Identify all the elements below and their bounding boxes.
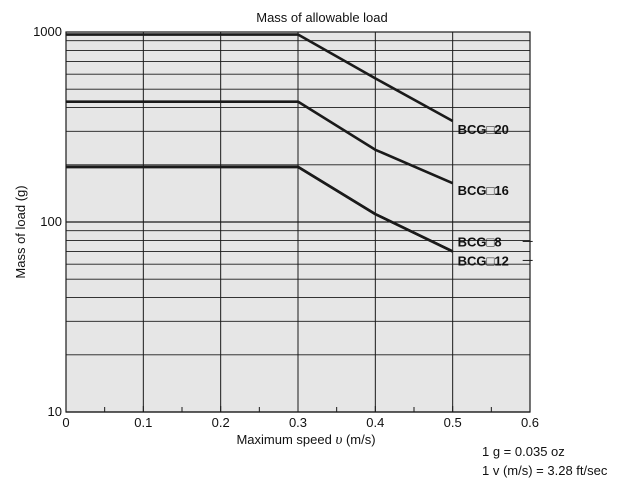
series-line <box>66 165 454 253</box>
chart-title: Mass of allowable load <box>256 10 388 25</box>
x-tick-label: 0.3 <box>289 415 307 430</box>
series-label: BCG□8 <box>458 234 502 249</box>
x-tick-label: 0 <box>62 415 69 430</box>
x-axis-label-variable: υ <box>335 432 342 448</box>
x-axis-label-prefix: Maximum speed <box>236 432 335 447</box>
series-line <box>66 33 454 123</box>
x-tick-label: 0.1 <box>134 415 152 430</box>
y-axis-label: Mass of load (g) <box>13 185 28 278</box>
x-tick-label: 0.4 <box>366 415 384 430</box>
y-tick-label: 1000 <box>33 24 62 39</box>
ticks-layer: 0 0.1 0.2 0.3 0.4 0.5 0.6 10 100 1000 <box>33 24 539 430</box>
y-tick-label: 100 <box>40 214 62 229</box>
series-label: BCG□16 <box>458 183 509 198</box>
x-axis-label-suffix: (m/s) <box>342 432 375 447</box>
y-tick-label: 10 <box>48 404 62 419</box>
series-label: BCG□20 <box>458 122 509 137</box>
x-axis-label: Maximum speed υ (m/s) <box>236 432 375 448</box>
series-label: BCG□12 <box>458 253 509 268</box>
series-layer <box>66 33 454 253</box>
series-line <box>66 100 454 185</box>
x-tick-label: 0.2 <box>212 415 230 430</box>
labels-layer: BCG□20 BCG□16 BCG□8 BCG□12 <box>458 122 533 268</box>
conversion-note-mass: 1 g = 0.035 oz <box>482 444 565 459</box>
conversion-note-speed: 1 v (m/s) = 3.28 ft/sec <box>482 463 608 478</box>
x-tick-label: 0.5 <box>444 415 462 430</box>
x-tick-label: 0.6 <box>521 415 539 430</box>
